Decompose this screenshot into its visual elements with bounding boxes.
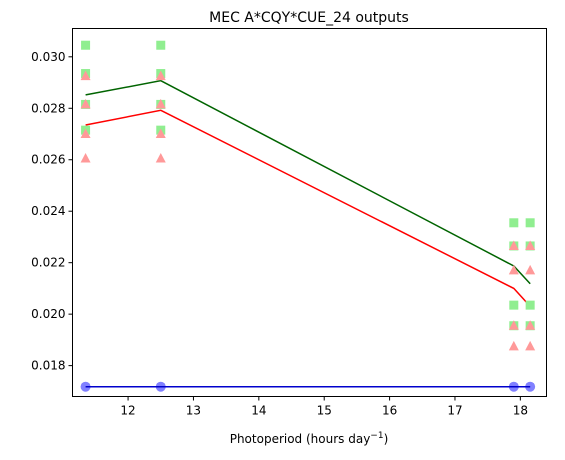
data-point-square-14	[525, 300, 535, 310]
data-point-triangle-6	[155, 128, 166, 139]
y-tick-label: 0.024	[31, 204, 65, 218]
x-axis-label-superscript: −1	[370, 431, 383, 441]
data-point-triangle-8	[508, 240, 519, 250]
x-tick-label: 15	[317, 404, 332, 418]
data-point-triangle-14	[525, 320, 536, 330]
plot-frame	[72, 28, 547, 397]
data-point-triangle-9	[508, 264, 519, 275]
data-point-square-4	[156, 40, 166, 50]
data-point-triangle-2	[80, 128, 91, 139]
data-point-square-0	[81, 40, 91, 50]
data-point-triangle-5	[155, 98, 166, 109]
data-point-triangle-10	[508, 320, 519, 330]
data-point-circle-0	[80, 381, 91, 392]
series-line-4	[85, 109, 531, 307]
y-tick-label: 0.020	[31, 307, 65, 321]
y-tick-label: 0.022	[31, 256, 65, 270]
x-tick-label: 12	[120, 404, 135, 418]
data-point-square-10	[509, 300, 519, 310]
data-point-triangle-12	[525, 240, 536, 250]
x-axis: 12 13 14 15 16 17 18	[120, 396, 528, 418]
x-axis-label: Photoperiod (hours day−1)	[230, 431, 389, 446]
x-axis-label-suffix: )	[384, 432, 389, 446]
data-point-square-8	[509, 218, 519, 228]
series-line-3	[85, 79, 531, 285]
data-point-square-12	[525, 218, 535, 228]
data-point-triangle-3	[80, 152, 91, 163]
y-tick-label: 0.018	[31, 359, 65, 373]
y-tick-label: 0.028	[31, 101, 65, 115]
x-tick-label: 16	[382, 404, 397, 418]
data-point-triangle-7	[155, 152, 166, 163]
y-tick-label: 0.026	[31, 153, 65, 167]
data-point-triangle-15	[525, 340, 536, 351]
plot-content	[80, 40, 536, 392]
data-point-triangle-11	[508, 340, 519, 351]
y-axis: 0.018 0.020 0.022 0.024 0.026 0.028 0.030	[31, 50, 73, 373]
x-tick-label: 13	[186, 404, 201, 418]
x-axis-label-main: Photoperiod (hours day	[230, 432, 371, 446]
chart-title: MEC A*CQY*CUE_24 outputs	[209, 10, 409, 26]
x-tick-label: 18	[513, 404, 528, 418]
x-tick-label: 17	[447, 404, 462, 418]
data-point-triangle-4	[155, 70, 166, 81]
y-tick-label: 0.030	[31, 50, 65, 64]
data-point-triangle-0	[80, 70, 91, 81]
data-point-triangle-1	[80, 98, 91, 109]
x-tick-label: 14	[251, 404, 266, 418]
data-point-triangle-13	[525, 264, 536, 275]
